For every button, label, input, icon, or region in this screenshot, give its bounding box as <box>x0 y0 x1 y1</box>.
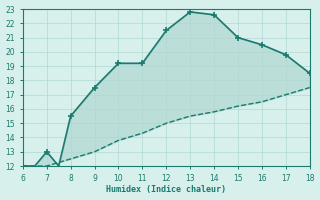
X-axis label: Humidex (Indice chaleur): Humidex (Indice chaleur) <box>106 185 226 194</box>
